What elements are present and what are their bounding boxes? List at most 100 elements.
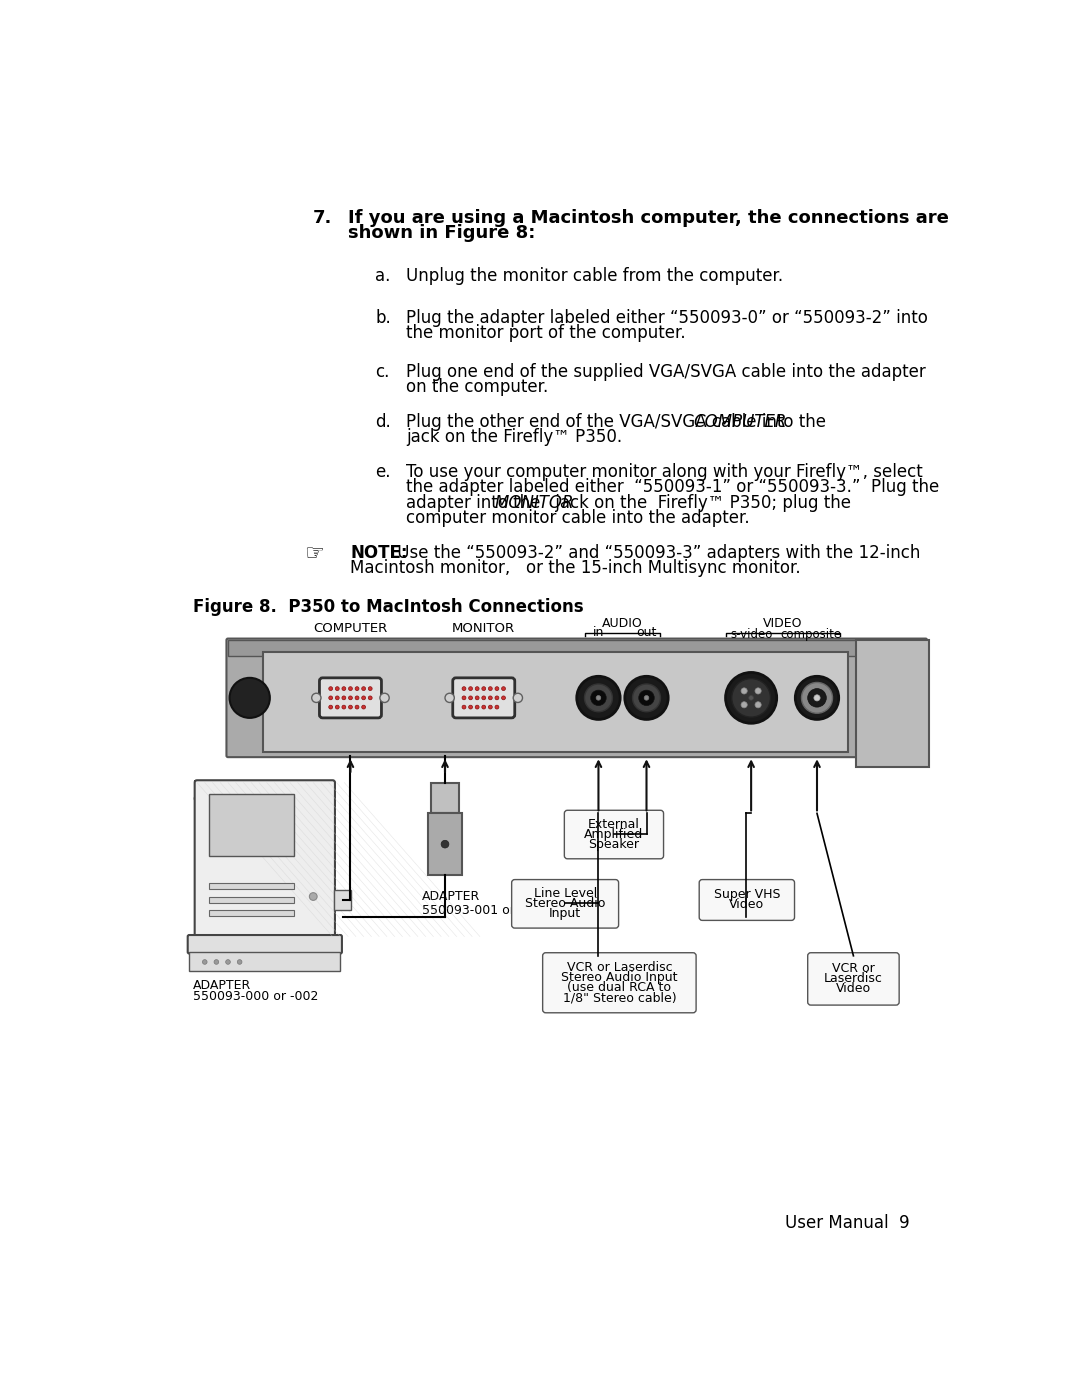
Text: Stereo Audio: Stereo Audio	[525, 897, 605, 911]
Circle shape	[482, 695, 486, 700]
FancyBboxPatch shape	[194, 780, 335, 938]
Circle shape	[488, 687, 492, 691]
Circle shape	[488, 695, 492, 700]
Text: the monitor port of the computer.: the monitor port of the computer.	[406, 325, 686, 343]
Text: AUDIO: AUDIO	[603, 618, 643, 630]
Circle shape	[349, 695, 352, 700]
Circle shape	[355, 705, 359, 709]
Circle shape	[238, 959, 242, 965]
Circle shape	[335, 687, 339, 691]
Circle shape	[633, 684, 661, 712]
Text: MONITOR: MONITOR	[495, 494, 575, 512]
Text: on the computer.: on the computer.	[406, 379, 549, 397]
Bar	[334, 890, 351, 909]
Text: composite: composite	[780, 627, 841, 641]
Text: in: in	[593, 626, 604, 638]
Circle shape	[349, 687, 352, 691]
Bar	[208, 794, 294, 856]
Text: If you are using a Macintosh computer, the connections are: If you are using a Macintosh computer, t…	[348, 210, 949, 226]
Circle shape	[584, 684, 612, 712]
FancyBboxPatch shape	[542, 952, 697, 1013]
Circle shape	[814, 695, 820, 701]
Circle shape	[501, 695, 505, 700]
Bar	[262, 651, 848, 752]
Circle shape	[488, 705, 492, 709]
Bar	[855, 640, 930, 768]
FancyBboxPatch shape	[565, 811, 663, 859]
Text: Amplified: Amplified	[584, 829, 644, 841]
Circle shape	[226, 959, 230, 965]
Text: VCR or Laserdisc: VCR or Laserdisc	[567, 962, 672, 974]
Circle shape	[644, 695, 649, 700]
Text: ☞: ☞	[303, 544, 324, 564]
Text: jack on the Firefly™ P350.: jack on the Firefly™ P350.	[406, 429, 622, 447]
Circle shape	[755, 702, 761, 708]
Circle shape	[445, 693, 455, 702]
Circle shape	[495, 687, 499, 691]
Text: COMPUTER: COMPUTER	[693, 414, 786, 430]
Text: MONITOR: MONITOR	[453, 622, 515, 634]
Circle shape	[469, 695, 473, 700]
Circle shape	[335, 695, 339, 700]
Circle shape	[469, 687, 473, 691]
Text: jack on the  Firefly™ P350; plug the: jack on the Firefly™ P350; plug the	[551, 494, 851, 512]
Circle shape	[328, 705, 333, 709]
Bar	[428, 813, 462, 874]
Bar	[208, 897, 294, 902]
Text: Plug one end of the supplied VGA/SVGA cable into the adapter: Plug one end of the supplied VGA/SVGA ca…	[406, 362, 926, 380]
Circle shape	[577, 676, 620, 719]
Text: adapter into the: adapter into the	[406, 494, 551, 512]
Circle shape	[328, 695, 333, 700]
Circle shape	[368, 687, 373, 691]
Circle shape	[732, 679, 770, 718]
Text: External: External	[588, 818, 639, 831]
Circle shape	[591, 690, 606, 705]
Circle shape	[355, 695, 359, 700]
Text: 7.: 7.	[313, 210, 333, 226]
Text: a.: a.	[375, 266, 391, 285]
Circle shape	[342, 695, 346, 700]
Circle shape	[202, 959, 207, 965]
Text: c.: c.	[375, 362, 390, 380]
Text: s-video: s-video	[730, 627, 772, 641]
Text: Speaker: Speaker	[589, 838, 639, 851]
Text: Video: Video	[836, 983, 870, 995]
Text: computer monitor cable into the adapter.: computer monitor cable into the adapter.	[406, 509, 750, 527]
Text: VIDEO: VIDEO	[764, 618, 802, 630]
FancyBboxPatch shape	[699, 880, 795, 920]
Circle shape	[625, 676, 669, 719]
Circle shape	[362, 687, 365, 691]
Text: Plug the adapter labeled either “550093-0” or “550093-2” into: Plug the adapter labeled either “550093-…	[406, 310, 928, 328]
FancyBboxPatch shape	[808, 952, 900, 1005]
Circle shape	[495, 705, 499, 709]
Bar	[208, 883, 294, 888]
Circle shape	[755, 688, 761, 694]
Text: 550093-001 or -003: 550093-001 or -003	[422, 904, 546, 917]
Text: Plug the other end of the VGA/SVGA cable into the: Plug the other end of the VGA/SVGA cable…	[406, 414, 832, 430]
Circle shape	[230, 677, 270, 718]
Circle shape	[362, 695, 365, 700]
Text: Line Level: Line Level	[534, 887, 597, 901]
Text: NOTE:: NOTE:	[350, 544, 408, 562]
FancyBboxPatch shape	[453, 677, 515, 718]
Text: To use your computer monitor along with your Firefly™, select: To use your computer monitor along with …	[406, 464, 923, 482]
Circle shape	[462, 687, 465, 691]
Circle shape	[342, 687, 346, 691]
Circle shape	[741, 702, 747, 708]
Circle shape	[328, 687, 333, 691]
Text: 1/8" Stereo cable): 1/8" Stereo cable)	[563, 991, 676, 1005]
Circle shape	[638, 690, 654, 705]
Text: b.: b.	[375, 310, 391, 328]
Circle shape	[462, 695, 465, 700]
Text: Macintosh monitor,   or the 15-inch Multisync monitor.: Macintosh monitor, or the 15-inch Multis…	[350, 559, 801, 577]
Text: COMPUTER: COMPUTER	[313, 622, 388, 634]
Text: out: out	[636, 626, 657, 638]
Text: the adapter labeled either  “550093-1” or “550093-3.”  Plug the: the adapter labeled either “550093-1” or…	[406, 479, 940, 497]
Text: Use the “550093-2” and “550093-3” adapters with the 12-inch: Use the “550093-2” and “550093-3” adapte…	[392, 544, 920, 562]
Circle shape	[596, 695, 600, 700]
Circle shape	[795, 676, 839, 719]
Circle shape	[495, 695, 499, 700]
Circle shape	[441, 840, 449, 848]
Circle shape	[469, 705, 473, 709]
Circle shape	[475, 695, 480, 700]
